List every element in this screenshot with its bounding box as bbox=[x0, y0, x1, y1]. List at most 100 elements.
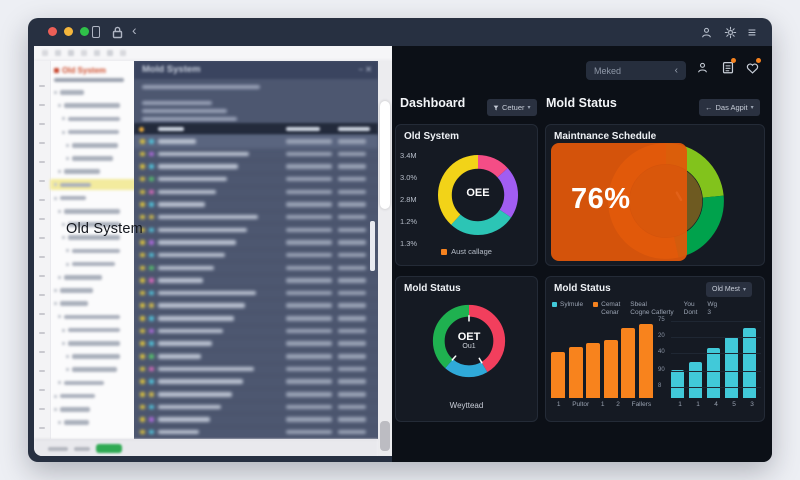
table-row[interactable] bbox=[134, 388, 378, 402]
back-icon[interactable]: ‹ bbox=[132, 22, 137, 38]
tree-row-toggle[interactable] bbox=[62, 328, 65, 332]
status-green-button[interactable] bbox=[96, 444, 122, 453]
table-row[interactable] bbox=[134, 312, 378, 326]
table-row[interactable] bbox=[134, 337, 378, 351]
table-row[interactable] bbox=[134, 249, 378, 263]
tree-row-toggle[interactable] bbox=[58, 381, 61, 385]
tree-row[interactable] bbox=[62, 232, 120, 243]
tree-row[interactable] bbox=[54, 404, 120, 415]
user-icon[interactable] bbox=[700, 26, 713, 39]
table-row[interactable] bbox=[134, 413, 378, 427]
table-scrollbar-thumb[interactable] bbox=[370, 221, 375, 271]
tree-row[interactable] bbox=[54, 391, 120, 402]
toolbar-icon[interactable] bbox=[120, 50, 126, 56]
tree-row[interactable] bbox=[54, 87, 120, 98]
search-input[interactable]: Meked ‹ bbox=[586, 61, 686, 80]
tree-row[interactable] bbox=[66, 351, 120, 362]
tree-row[interactable] bbox=[62, 219, 120, 230]
tree-row-toggle[interactable] bbox=[58, 209, 61, 213]
tree-row-toggle[interactable] bbox=[58, 421, 61, 424]
tree-row[interactable] bbox=[58, 417, 120, 428]
table-row[interactable] bbox=[134, 426, 378, 439]
tree-row[interactable] bbox=[62, 113, 120, 124]
table-row[interactable] bbox=[134, 299, 378, 314]
user-icon[interactable] bbox=[695, 60, 710, 75]
card-dropdown-button[interactable]: Old Mest ▾ bbox=[706, 282, 753, 297]
tree-row[interactable] bbox=[66, 245, 120, 256]
table-row[interactable] bbox=[134, 148, 378, 162]
tree-row[interactable] bbox=[58, 272, 120, 283]
table-row[interactable] bbox=[134, 186, 378, 200]
tree-row-toggle[interactable] bbox=[62, 117, 65, 121]
toolbar-icon[interactable] bbox=[81, 50, 87, 56]
table-row[interactable] bbox=[134, 198, 378, 212]
tree-row[interactable] bbox=[54, 193, 120, 204]
tree-row[interactable] bbox=[58, 311, 120, 322]
tree-row[interactable] bbox=[66, 259, 120, 270]
tree-row-toggle[interactable] bbox=[54, 407, 57, 411]
menu-icon[interactable]: ≡ bbox=[747, 24, 756, 40]
table-row[interactable] bbox=[134, 375, 378, 389]
table-row[interactable] bbox=[134, 363, 378, 377]
tree-row-toggle[interactable] bbox=[58, 275, 61, 279]
tree-root-item[interactable]: Old System bbox=[54, 66, 106, 75]
toolbar-icon[interactable] bbox=[42, 50, 48, 56]
maximize-window-button[interactable] bbox=[80, 27, 89, 36]
tree-row-toggle[interactable] bbox=[54, 289, 57, 292]
tree-row-toggle[interactable] bbox=[58, 315, 61, 319]
table-row[interactable] bbox=[134, 211, 378, 225]
tree-row[interactable] bbox=[58, 166, 120, 177]
tree-row[interactable] bbox=[66, 364, 120, 375]
table-row[interactable] bbox=[134, 274, 378, 288]
tree-row[interactable] bbox=[66, 153, 120, 164]
dashboard-filter-button[interactable]: Cetuer ▾ bbox=[487, 99, 537, 116]
window-controls-icon[interactable]: – ✕ bbox=[358, 65, 372, 74]
tree-row-toggle[interactable] bbox=[62, 223, 65, 226]
tree-row-toggle[interactable] bbox=[66, 355, 69, 358]
tree-row-toggle[interactable] bbox=[66, 368, 69, 372]
tree-row-toggle[interactable] bbox=[54, 183, 57, 187]
table-row[interactable] bbox=[134, 236, 378, 250]
tree-row-toggle[interactable] bbox=[54, 394, 57, 398]
tree-row-toggle[interactable] bbox=[62, 236, 65, 240]
tree-row-toggle[interactable] bbox=[66, 262, 69, 266]
tree-row[interactable] bbox=[62, 127, 120, 138]
toolbar-icon[interactable] bbox=[55, 50, 61, 56]
tree-row[interactable] bbox=[62, 325, 120, 336]
device-icon[interactable] bbox=[92, 26, 100, 38]
tree-row[interactable] bbox=[50, 179, 138, 191]
tree-row-toggle[interactable] bbox=[54, 91, 57, 94]
tree-row[interactable] bbox=[54, 285, 120, 296]
tree-row-toggle[interactable] bbox=[62, 130, 65, 134]
toolbar-icon[interactable] bbox=[68, 50, 74, 56]
date-range-button[interactable]: ← Das Agpit ▾ bbox=[699, 99, 760, 116]
close-window-button[interactable] bbox=[48, 27, 57, 36]
table-row[interactable] bbox=[134, 173, 378, 187]
tree-row-toggle[interactable] bbox=[66, 249, 69, 253]
tree-row-toggle[interactable] bbox=[58, 104, 61, 108]
tree-row-toggle[interactable] bbox=[58, 170, 61, 174]
tree-row[interactable] bbox=[58, 377, 120, 388]
tree-row[interactable] bbox=[58, 100, 120, 111]
tree-row[interactable] bbox=[66, 140, 120, 151]
table-row[interactable] bbox=[134, 401, 378, 415]
tree-row-toggle[interactable] bbox=[66, 143, 69, 147]
tree-row-toggle[interactable] bbox=[62, 341, 65, 345]
toolbar-icon[interactable] bbox=[94, 50, 100, 56]
mold-window-titlebar[interactable]: Mold System – ✕ bbox=[134, 61, 378, 79]
table-row[interactable] bbox=[134, 350, 378, 364]
scrollbar-thumb-bottom[interactable] bbox=[380, 421, 390, 451]
table-row[interactable] bbox=[134, 135, 378, 149]
vertical-scrollbar-thumb[interactable] bbox=[380, 101, 390, 209]
tree-row-toggle[interactable] bbox=[54, 196, 57, 200]
table-row[interactable] bbox=[134, 160, 378, 174]
heart-icon[interactable] bbox=[745, 58, 761, 75]
tree-row[interactable] bbox=[54, 298, 120, 309]
tree-row[interactable] bbox=[58, 206, 120, 217]
table-row[interactable] bbox=[134, 325, 378, 339]
tree-row-toggle[interactable] bbox=[66, 157, 69, 160]
toolbar-icon[interactable] bbox=[107, 50, 113, 56]
settings-icon[interactable] bbox=[724, 26, 737, 39]
table-row[interactable] bbox=[134, 287, 378, 301]
lock-icon[interactable] bbox=[112, 26, 123, 39]
